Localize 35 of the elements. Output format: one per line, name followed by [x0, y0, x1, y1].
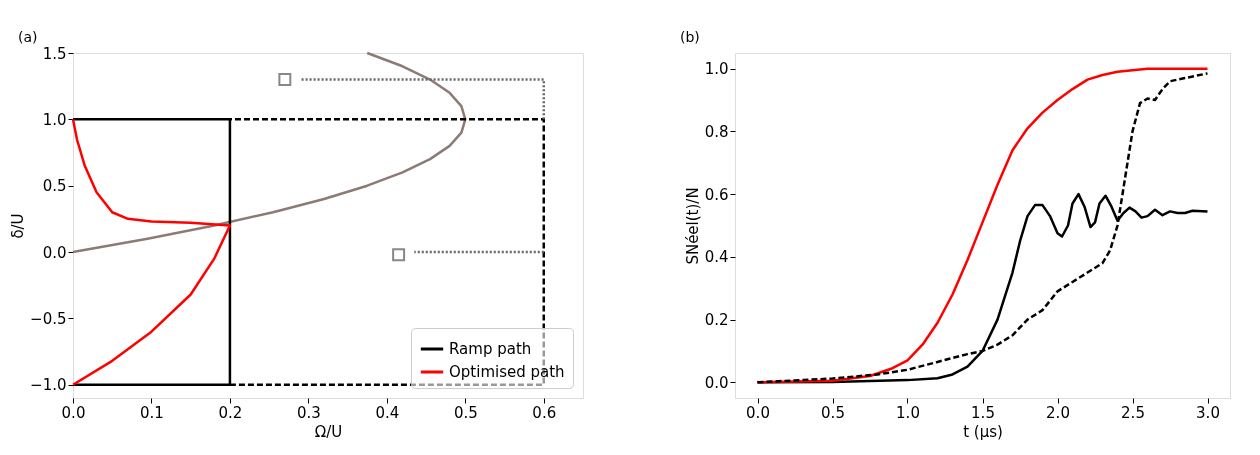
y-tick-label: 0.0 — [704, 373, 729, 392]
x-tick-label: 1.0 — [896, 403, 920, 422]
y-tick-label: 0.5 — [42, 177, 67, 196]
x-tick-label: 0.0 — [746, 403, 770, 422]
x-axis-title: Ω/U — [314, 422, 343, 441]
y-axis-title: δ/U — [9, 213, 28, 239]
y-tick-label: 0.4 — [704, 248, 729, 267]
legend-label: Optimised path — [449, 363, 565, 381]
y-tick-label: −0.5 — [30, 309, 67, 328]
x-tick-label: 2.0 — [1046, 403, 1070, 422]
x-tick-label: 0.4 — [375, 403, 400, 422]
x-axis-title: t (μs) — [963, 422, 1003, 441]
y-tick-label: −1.0 — [30, 376, 67, 395]
y-tick-label: 1.5 — [42, 44, 67, 63]
y-tick-label: 1.0 — [704, 60, 729, 79]
x-tick-label: 0.6 — [532, 403, 557, 422]
x-tick-label: 1.5 — [971, 403, 995, 422]
x-tick-label: 0.2 — [218, 403, 243, 422]
x-tick-label: 0.1 — [140, 403, 164, 422]
x-tick-label: 3.0 — [1196, 403, 1220, 422]
x-tick-label: 0.0 — [61, 403, 86, 422]
x-tick-label: 0.5 — [453, 403, 478, 422]
text: (b) — [680, 29, 700, 45]
y-tick-label: 0.6 — [704, 185, 729, 204]
x-tick-label: 0.3 — [296, 403, 321, 422]
y-axis-title: SNéel(t)/N — [683, 187, 702, 265]
text: (a) — [18, 29, 38, 45]
line-series — [71, 51, 467, 254]
legend-label: Ramp path — [449, 340, 532, 358]
y-tick-label: 1.0 — [42, 110, 67, 129]
x-tick-label: 0.5 — [821, 403, 845, 422]
x-tick-label: 2.5 — [1121, 403, 1145, 422]
y-tick-label: 0.2 — [704, 311, 729, 330]
y-tick-label: 0.8 — [704, 122, 729, 141]
y-tick-label: 0.0 — [42, 243, 67, 262]
